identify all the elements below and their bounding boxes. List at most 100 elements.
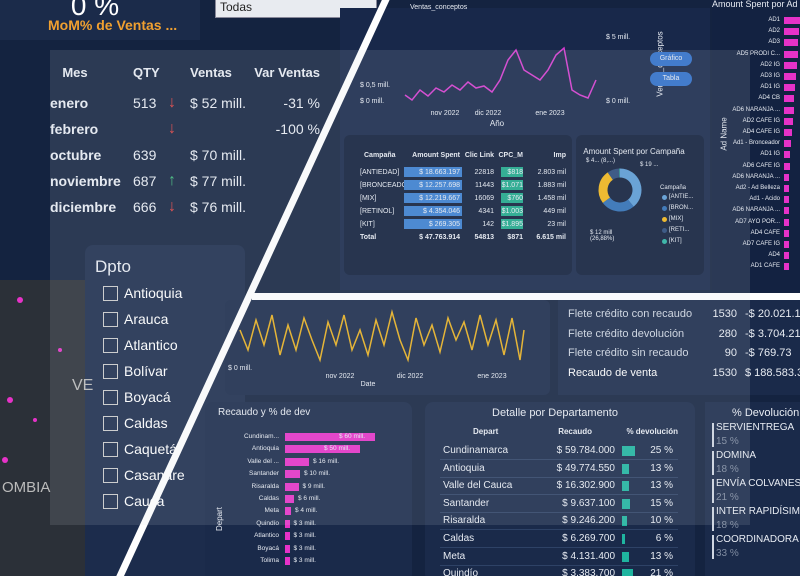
recaudo-card [205, 402, 412, 576]
month: noviembre [50, 174, 121, 188]
category: Quindío [256, 520, 279, 528]
data-bar [404, 193, 462, 203]
cell: 23 mil [547, 221, 566, 228]
trend-arrow: ↓ [168, 121, 176, 137]
flete-label: Flete crédito sin recaudo [568, 348, 688, 359]
overlay [50, 50, 750, 525]
pct: 10 % [650, 516, 673, 526]
ad-name: Ad2 - Ad Belleza [735, 185, 780, 191]
category: Boyacá [257, 544, 279, 552]
pct-bar [622, 446, 635, 456]
x-label: dic 2022 [397, 373, 423, 380]
slicer-item: Caquetá [124, 442, 177, 456]
ad-bar [784, 106, 794, 114]
table-title: Detalle por Departamento [492, 408, 618, 419]
value-label: $ 3 mill. [294, 520, 316, 528]
category: Caldas [259, 495, 279, 503]
cell: 22818 [475, 169, 494, 176]
divider-diagonal [116, 0, 390, 576]
ventas: $ 70 mill. [190, 148, 246, 162]
campaign-table-card [344, 135, 572, 275]
category: Antioquia [252, 446, 279, 453]
ad-bar [784, 196, 789, 204]
column-header: Ventas [190, 66, 232, 79]
list-title: % Devolución [732, 407, 800, 419]
ad-name: AD2 [768, 28, 780, 35]
carrier: SERVIENTREGA [716, 422, 795, 433]
qty: 666 [133, 200, 156, 214]
legend-swatch [662, 206, 667, 211]
pct: 13 % [650, 463, 673, 474]
checkbox [103, 312, 118, 327]
recaudo: $ 49.774.550 [557, 463, 615, 474]
x-label: dic 2022 [475, 110, 501, 117]
ad-bar [784, 241, 789, 248]
recaudo: $ 59.784.000 [557, 446, 615, 456]
legend-item: [ANTIE... [669, 194, 693, 200]
month: octubre [50, 148, 101, 162]
cell: [RETINOL] [360, 208, 394, 215]
ad-bar [784, 263, 789, 271]
cell: [MIX] [360, 195, 376, 202]
chart-title: Amount Spent por Ad [712, 0, 798, 9]
row-divider [440, 459, 678, 460]
qty: 639 [133, 148, 156, 162]
value-label: $ 3 mill. [293, 532, 316, 540]
ad-name: AD2 IG [760, 61, 780, 68]
flete-value: $ 188.583.35 [745, 366, 800, 379]
value-label: $ 4 mill. [295, 508, 317, 515]
y-label: $ 0 mill. [360, 98, 384, 105]
y2-label: $ 5 mill. [606, 34, 631, 41]
category: Meta [265, 508, 279, 515]
legend-swatch [662, 228, 667, 233]
divider-horizontal [252, 293, 800, 300]
donut-slice [598, 172, 614, 203]
ventas: $ 77 mill. [190, 174, 246, 188]
x-label: nov 2022 [431, 110, 460, 117]
cell: 1.458 mil [538, 195, 566, 202]
legend-title: Campaña [660, 185, 686, 191]
ad-bar [784, 39, 799, 47]
recaudo: $ 4.131.400 [562, 550, 615, 562]
value-label: $ 3 mill. [293, 544, 316, 552]
ad-bar [784, 207, 789, 215]
qty: 687 [133, 174, 156, 188]
button [650, 52, 692, 66]
ad-bar [784, 84, 796, 92]
bar [285, 544, 290, 553]
ad-bar [784, 28, 800, 36]
sales-line [404, 46, 597, 102]
carrier-pct: 21 % [716, 493, 739, 503]
flete-label: Flete crédito con recaudo [568, 309, 692, 320]
category: Risaralda [252, 483, 279, 491]
recaudo: $ 9.246.200 [562, 516, 615, 526]
legend-swatch [662, 239, 667, 244]
var-ventas: -31 % [283, 96, 320, 110]
ad-bar [784, 151, 791, 159]
flete-count: 90 [725, 348, 737, 359]
checkbox [103, 494, 118, 509]
ad-name: AD6 CAFE IG [742, 162, 780, 169]
recaudo: $ 9.637.100 [562, 498, 615, 509]
bar [285, 445, 360, 454]
pct-bar [622, 516, 627, 527]
filter-value: Todas [220, 0, 253, 14]
bar [285, 482, 299, 491]
carrier-pct: 15 % [716, 437, 739, 447]
donut-slice [619, 168, 642, 207]
accent [712, 451, 714, 475]
carrier: ENVÍA COLVANES [716, 478, 800, 489]
ad-name: AD4 CAFE IG [742, 129, 780, 135]
x-title: Año [490, 120, 504, 128]
ventas: $ 76 mill. [190, 200, 246, 214]
ad-name: AD2 CAFE IG [742, 117, 780, 124]
cell: [BRONCEADOR] [360, 182, 414, 189]
ad-bar [784, 17, 800, 24]
pct: 13 % [650, 550, 673, 562]
ad-bar [784, 50, 798, 58]
kpi-label: MoM% de Ventas ... [48, 17, 178, 33]
ad-name: AD6 NARANJA ... [732, 207, 780, 214]
ad-bar [784, 73, 796, 80]
